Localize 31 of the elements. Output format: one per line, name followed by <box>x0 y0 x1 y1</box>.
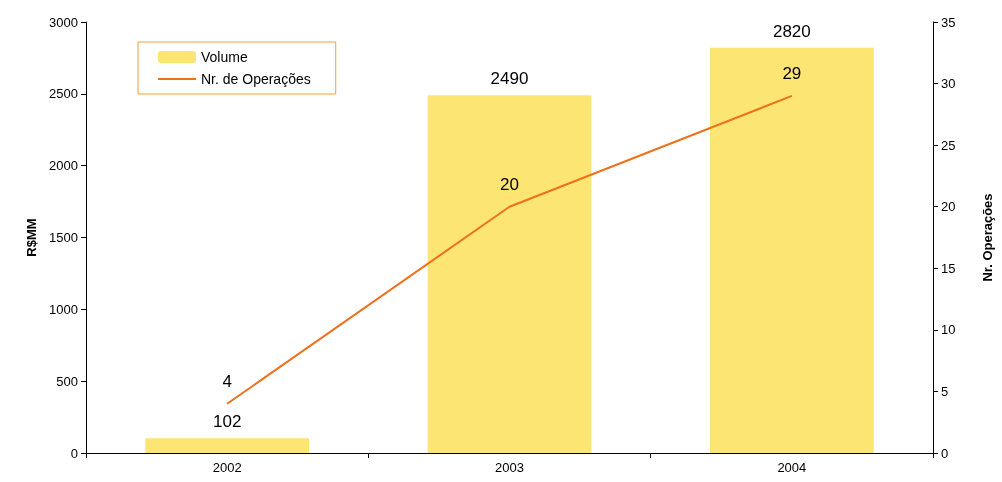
y-tick-label: 1500 <box>49 230 78 245</box>
data-label: 4 <box>222 371 232 391</box>
y2-tick-label: 10 <box>941 322 956 338</box>
bar <box>427 95 592 453</box>
data-label: 20 <box>500 174 519 194</box>
legend-label: Volume <box>201 49 248 65</box>
y2-tick-label: 35 <box>941 14 956 30</box>
y-axis-title: R$MM <box>24 218 39 257</box>
y-tick-label: 500 <box>56 373 78 389</box>
y2-tick-label: 30 <box>941 76 956 92</box>
x-tick-label: 2002 <box>212 460 242 475</box>
y-tick-label: 3000 <box>49 14 78 30</box>
data-label: 2820 <box>772 21 811 41</box>
y2-tick-label: 5 <box>941 383 949 399</box>
y-tick-label: 2500 <box>49 86 78 102</box>
x-tick-label: 2003 <box>495 460 524 475</box>
data-label: 29 <box>782 63 802 83</box>
y-tick-label: 1000 <box>49 301 78 317</box>
bar <box>145 438 310 453</box>
data-label: 2490 <box>490 69 529 89</box>
legend-label: Nr. de Operações <box>201 71 311 87</box>
data-label: 102 <box>212 412 242 432</box>
y-tick-label: 0 <box>70 445 78 461</box>
bar <box>709 47 874 453</box>
x-tick-label: 2004 <box>777 460 807 475</box>
y2-axis-title: Nr. Operações <box>980 193 995 282</box>
y-tick-label: 2000 <box>49 158 78 174</box>
y2-tick-label: 15 <box>941 260 956 276</box>
y2-tick-label: 25 <box>941 137 956 153</box>
y2-tick-label: 20 <box>941 199 956 215</box>
y2-tick-label: 0 <box>941 445 949 461</box>
